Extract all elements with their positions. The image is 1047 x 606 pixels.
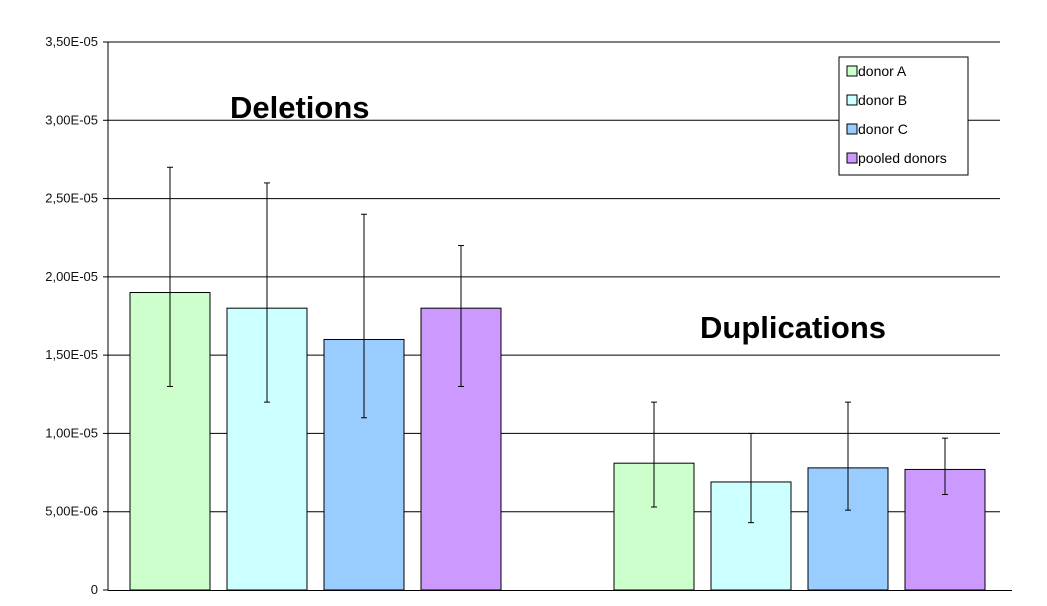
y-tick-label: 1,50E-05 (45, 347, 98, 362)
legend-label: donor C (858, 121, 908, 137)
y-tick-label: 3,50E-05 (45, 34, 98, 49)
y-tick-label: 5,00E-06 (45, 504, 98, 519)
y-tick-label: 1,00E-05 (45, 425, 98, 440)
y-axis: 0 5,00E-06 1,00E-05 1,50E-05 2,00E-05 2,50E-0… (45, 34, 1012, 597)
legend-swatch (846, 65, 858, 77)
legend-label: donor B (858, 92, 907, 108)
category-label-duplications: Duplications (700, 310, 886, 345)
y-tick-label: 2,50E-05 (45, 191, 98, 206)
error-bars (167, 166, 948, 524)
legend-label: donor A (858, 63, 907, 79)
legend-swatch (846, 152, 858, 164)
y-tick-label: 3,00E-05 (45, 112, 98, 127)
legend-swatch (846, 123, 858, 135)
y-tick-label: 2,00E-05 (45, 269, 98, 284)
legend: donor A donor B donor C pooled donors (838, 56, 969, 176)
legend-label: pooled donors (858, 150, 947, 166)
y-tick-label: 0 (91, 582, 98, 597)
legend-box (838, 56, 969, 176)
legend-swatch (846, 94, 858, 106)
category-label-deletions: Deletions (230, 90, 370, 125)
